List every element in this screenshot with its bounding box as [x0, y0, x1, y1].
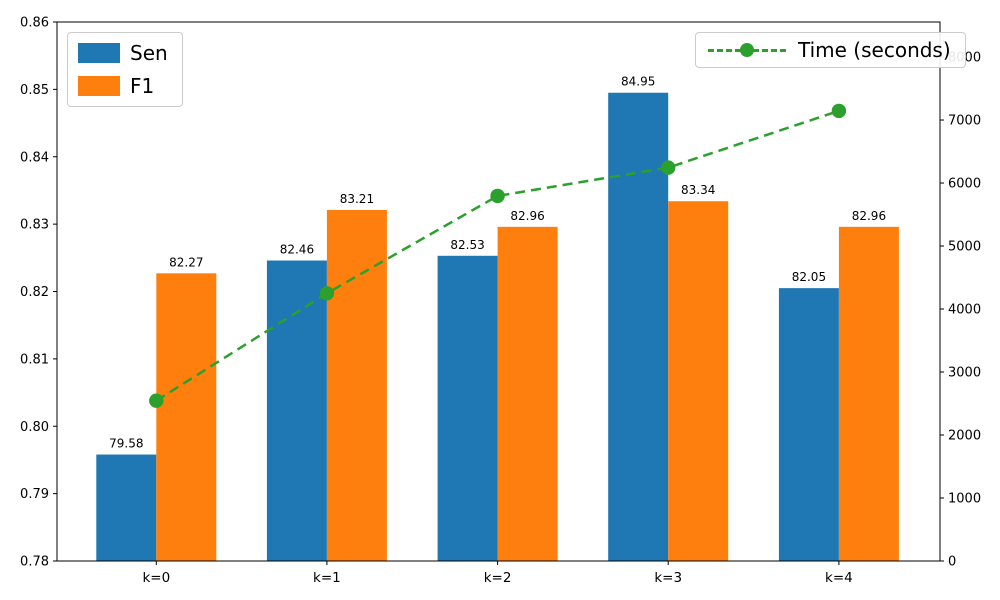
bar-value-label: 79.58	[109, 437, 143, 451]
bar-value-label: 82.27	[169, 255, 203, 269]
bar-value-label: 82.96	[852, 209, 886, 223]
bar-value-label: 82.05	[792, 270, 826, 284]
bar-value-label: 83.21	[340, 192, 374, 206]
right-tick-label: 2000	[948, 429, 981, 444]
bar-value-label: 82.46	[280, 243, 314, 257]
left-tick-label: 0.80	[20, 420, 49, 435]
bar-f1-k=1	[326, 209, 387, 561]
legend-swatch-sen-icon	[78, 43, 120, 63]
left-tick-label: 0.78	[20, 555, 49, 570]
left-tick-label: 0.83	[20, 218, 49, 233]
legend-item-f1: F1	[78, 74, 168, 98]
left-tick-label: 0.81	[20, 352, 49, 367]
bar-f1-k=0	[156, 273, 217, 561]
left-tick-label: 0.79	[20, 487, 49, 502]
x-tick-label-k=3: k=3	[654, 570, 682, 586]
bar-f1-k=4	[838, 226, 899, 561]
bar-sen-k=0	[96, 454, 157, 561]
legend-time: Time (seconds)	[695, 32, 966, 68]
right-tick-label: 7000	[948, 114, 981, 129]
legend-label-f1: F1	[130, 74, 155, 98]
x-tick-label-k=1: k=1	[313, 570, 341, 586]
bar-f1-k=2	[497, 226, 558, 561]
right-tick-label: 4000	[948, 303, 981, 318]
right-tick-label: 5000	[948, 240, 981, 255]
legend-item-sen: Sen	[78, 41, 168, 65]
time-marker-k=1	[319, 286, 335, 301]
bar-value-label: 82.96	[510, 209, 544, 223]
bar-sen-k=3	[608, 92, 669, 562]
bar-sen-k=4	[778, 288, 839, 561]
time-line	[155, 109, 840, 402]
x-tick-label-k=0: k=0	[142, 570, 170, 586]
bar-sen-k=2	[437, 255, 498, 561]
left-tick-label: 0.86	[20, 16, 49, 31]
legend-label-sen: Sen	[130, 41, 168, 65]
bar-value-label: 83.34	[681, 183, 715, 197]
left-tick-label: 0.82	[20, 285, 49, 300]
right-tick-label: 0	[948, 555, 956, 570]
bar-value-label: 82.53	[450, 238, 484, 252]
bar-sen-k=1	[266, 260, 327, 561]
legend-dashed-line-icon	[708, 42, 786, 57]
time-marker-k=0	[149, 393, 164, 408]
legend-bars: Sen F1	[67, 32, 183, 107]
right-tick-label: 1000	[948, 492, 981, 507]
bar-value-label: 84.95	[621, 75, 655, 89]
legend-label-time: Time (seconds)	[798, 38, 951, 62]
legend-marker-dot-icon	[740, 42, 754, 57]
x-tick-label-k=2: k=2	[484, 570, 512, 586]
time-marker-k=4	[831, 103, 847, 119]
left-tick-label: 0.84	[20, 150, 49, 165]
time-marker-k=2	[490, 188, 505, 204]
legend-swatch-f1-icon	[78, 76, 120, 96]
right-tick-label: 3000	[948, 366, 981, 381]
x-tick-label-k=4: k=4	[825, 570, 853, 586]
left-tick-label: 0.85	[20, 83, 49, 98]
bar-f1-k=3	[668, 201, 729, 561]
time-marker-k=3	[661, 160, 676, 175]
right-tick-label: 6000	[948, 177, 981, 192]
